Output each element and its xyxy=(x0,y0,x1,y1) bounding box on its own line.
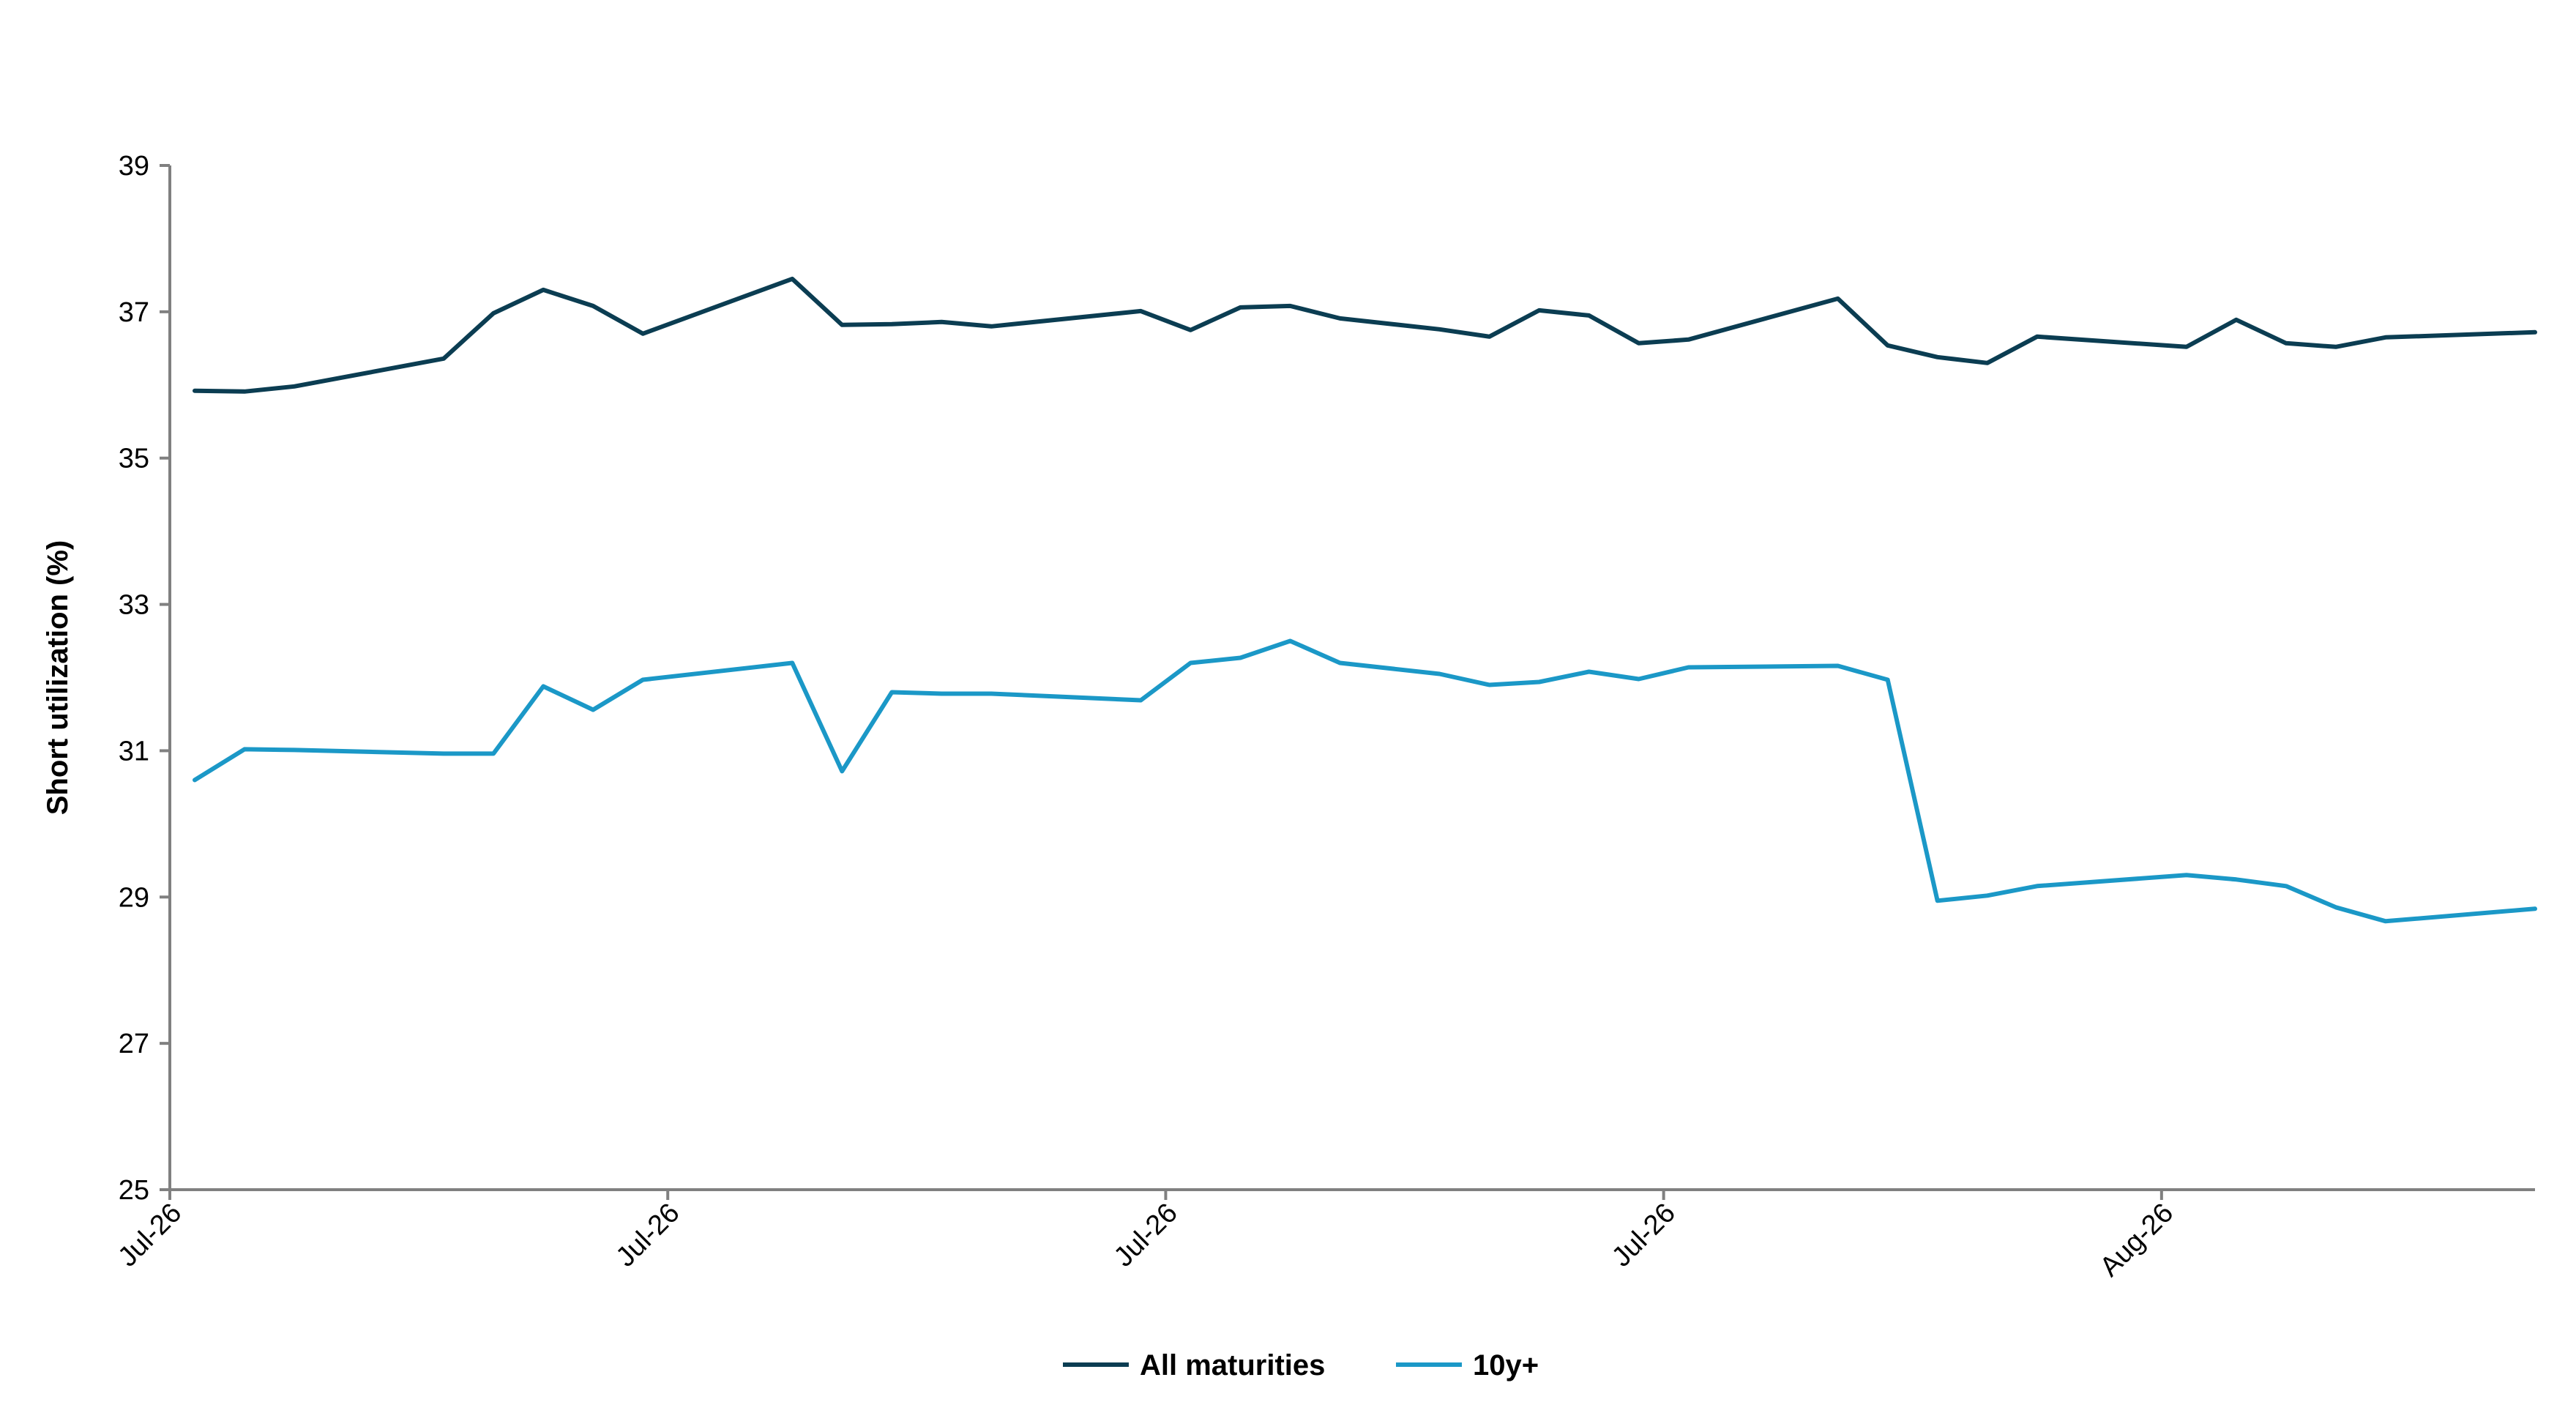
x-tick-label: Jul-26 xyxy=(112,1198,187,1273)
y-tick-label: 31 xyxy=(119,736,149,767)
y-axis-ticks: 25 27 29 31 33 35 37 39 xyxy=(119,151,170,1206)
y-tick-label: 37 xyxy=(119,297,149,328)
series-line-all-maturities xyxy=(193,276,2537,394)
x-tick-label: Jul-26 xyxy=(1108,1198,1184,1273)
x-tick-label: Jul-26 xyxy=(611,1198,686,1273)
x-tick-label: Jul-26 xyxy=(1606,1198,1681,1273)
x-axis-ticks: Jul-26 Jul-26 Jul-26 Jul-26 Aug-26 xyxy=(112,1190,2179,1283)
series-line-10y-plus xyxy=(193,638,2537,924)
y-tick-label: 27 xyxy=(119,1029,149,1059)
series-layer xyxy=(193,276,2537,924)
y-tick-label: 29 xyxy=(119,882,149,913)
y-axis-title: Short utilization (%) xyxy=(42,540,74,816)
y-tick-label: 33 xyxy=(119,590,149,621)
legend-label: All maturities xyxy=(1140,1349,1325,1382)
y-tick-label: 39 xyxy=(119,151,149,182)
y-tick-label: 25 xyxy=(119,1175,149,1206)
y-tick-label: 35 xyxy=(119,444,149,474)
x-tick-label: Aug-26 xyxy=(2094,1198,2179,1283)
legend-label: 10y+ xyxy=(1473,1349,1539,1382)
legend: All maturities 10y+ xyxy=(1063,1349,1539,1382)
